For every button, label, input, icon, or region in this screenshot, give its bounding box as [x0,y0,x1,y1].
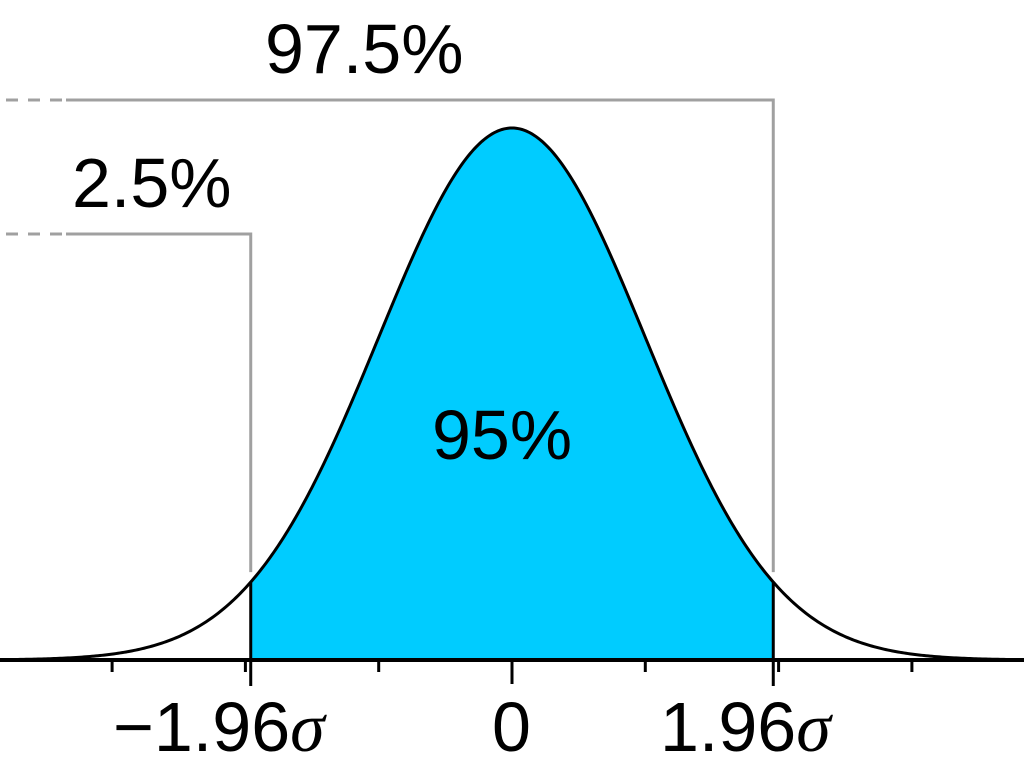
tick-label-neg-value: −1.96 [113,688,291,766]
label-2-5-percent: 2.5% [72,144,232,222]
label-95-percent: 95% [432,396,573,474]
shaded-95-region [250,128,774,660]
region-boundaries [249,582,775,686]
x-axis-ticks [110,660,914,684]
tick-label-pos-1-96-sigma: 1.96σ [660,692,831,764]
tick-label-zero: 0 [492,688,531,766]
sigma-symbol: σ [796,690,831,767]
label-97-5-percent: 97.5% [265,10,464,88]
sigma-symbol: σ [290,690,325,767]
bell-curve [0,126,1024,662]
tick-label-neg-1-96-sigma: −1.96σ [113,692,325,764]
cumulative-brackets [6,98,775,573]
tick-label-pos-value: 1.96 [660,688,797,766]
